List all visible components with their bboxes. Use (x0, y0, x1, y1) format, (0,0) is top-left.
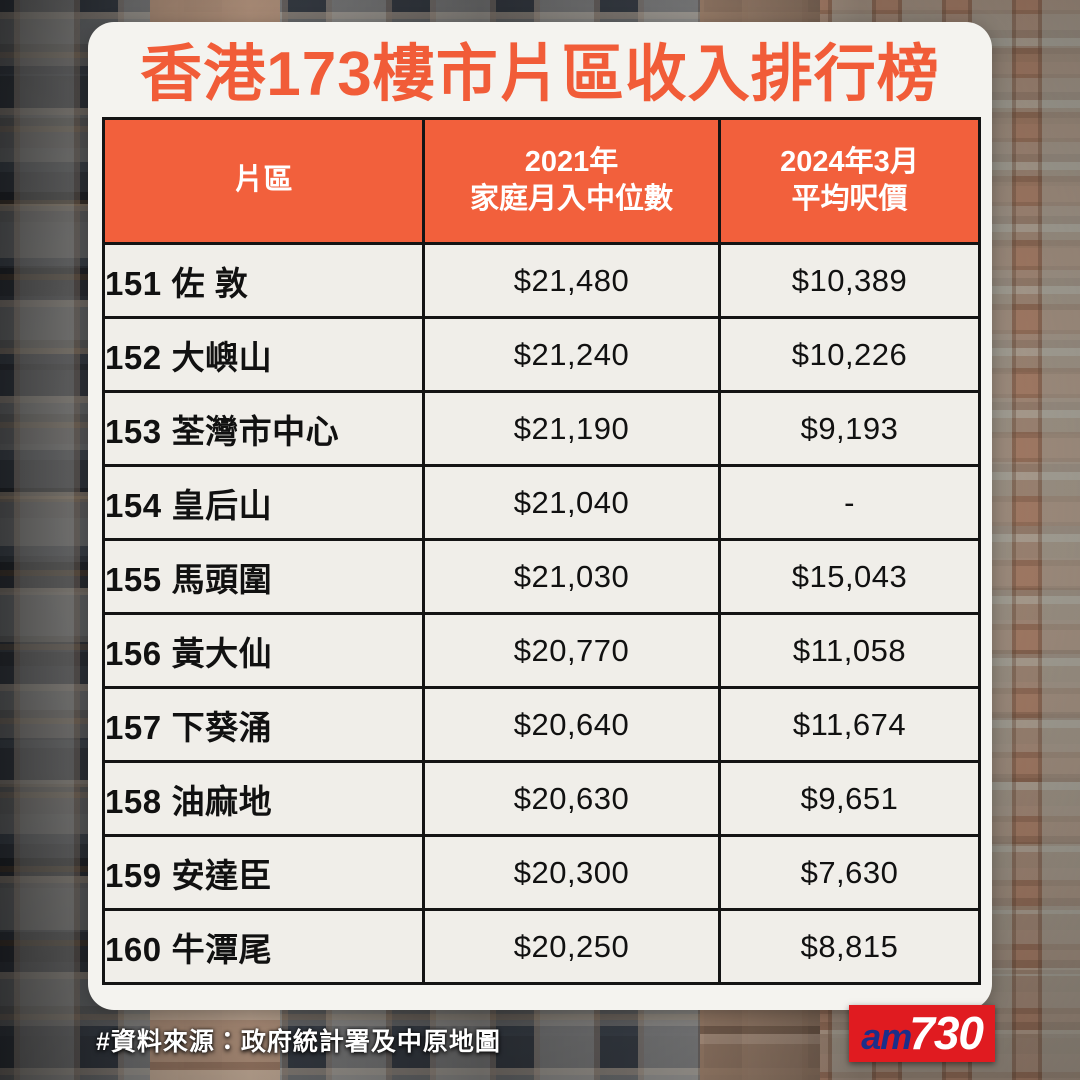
cell-area: 156 黃大仙 (102, 612, 425, 689)
cell-area: 158 油麻地 (102, 760, 425, 837)
cell-area-name: 牛潭尾 (171, 930, 273, 968)
table-row: 154 皇后山 $21,040- (102, 464, 981, 541)
cell-price: $7,630 (718, 834, 981, 911)
cell-rank: 159 (105, 856, 162, 894)
column-header-income-line2: 家庭月入中位數 (469, 183, 673, 215)
column-header-income-line1: 2021年 (524, 145, 619, 178)
column-header-price-line1: 2024年3月 (780, 145, 919, 178)
cell-price: - (718, 464, 981, 541)
cell-area: 155 馬頭圍 (102, 538, 425, 615)
table-body: 151 佐 敦 $21,480 $10,389 152 大嶼山 $21,240 $10,226… (102, 242, 981, 985)
table-row: 159 安達臣 $20,300 $7,630 (102, 834, 981, 911)
cell-area-name: 馬頭圍 (171, 560, 273, 598)
column-header-area: 片區 (102, 117, 425, 245)
logo-text-am: am (861, 1016, 912, 1057)
cell-income: $21,040 (422, 464, 721, 541)
cell-area: 160 牛潭尾 (102, 908, 425, 985)
cell-area-name: 大嶼山 (171, 338, 273, 376)
cell-rank: 156 (105, 634, 162, 672)
am730-logo: am 730 (849, 1005, 995, 1062)
column-header-price: 2024年3月 平均呎價 (718, 117, 981, 245)
cell-rank: 160 (105, 930, 162, 968)
table-row: 160 牛潭尾 $20,250 $8,815 (102, 908, 981, 985)
cell-area-name: 油麻地 (171, 782, 273, 820)
logo-text-730: 730 (909, 1007, 984, 1059)
cell-price: $11,674 (718, 686, 981, 763)
cell-income: $20,250 (422, 908, 721, 985)
cell-price: $11,058 (718, 612, 981, 689)
cell-price: $10,226 (718, 316, 981, 393)
cell-income: $21,240 (422, 316, 721, 393)
cell-area-name: 荃灣市中心 (171, 412, 340, 450)
table-header-row: 片區 2021年 家庭月入中位數 2024年3月 平均呎價 (102, 117, 981, 245)
column-header-area-line1: 片區 (234, 164, 293, 197)
cell-area: 159 安達臣 (102, 834, 425, 911)
cell-rank: 152 (105, 338, 162, 376)
table-row: 157 下葵涌 $20,640 $11,674 (102, 686, 981, 763)
cell-rank: 155 (105, 560, 162, 598)
cell-area: 154 皇后山 (102, 464, 425, 541)
table-row: 151 佐 敦 $21,480 $10,389 (102, 242, 981, 319)
cell-rank: 157 (105, 708, 162, 746)
column-header-income: 2021年 家庭月入中位數 (422, 117, 721, 245)
ranking-table-wrapper: 片區 2021年 家庭月入中位數 2024年3月 平均呎價 151 佐 敦 $21,… (102, 117, 981, 985)
ranking-table: 片區 2021年 家庭月入中位數 2024年3月 平均呎價 151 佐 敦 $21,… (102, 117, 981, 985)
cell-area-name: 皇后山 (171, 486, 273, 524)
cell-area-name: 下葵涌 (171, 708, 273, 746)
content-card: 香港173樓市片區收入排行榜 片區 2021年 家庭月入中位數 (88, 22, 992, 1010)
cell-income: $20,770 (422, 612, 721, 689)
cell-income: $20,640 (422, 686, 721, 763)
cell-price: $9,193 (718, 390, 981, 467)
cell-income: $21,480 (422, 242, 721, 319)
cell-income: $21,030 (422, 538, 721, 615)
cell-price: $15,043 (718, 538, 981, 615)
table-row: 152 大嶼山 $21,240 $10,226 (102, 316, 981, 393)
cell-area-name: 佐 敦 (171, 264, 249, 302)
cell-rank: 158 (105, 782, 162, 820)
cell-price: $10,389 (718, 242, 981, 319)
table-row: 156 黃大仙 $20,770 $11,058 (102, 612, 981, 689)
cell-area: 152 大嶼山 (102, 316, 425, 393)
cell-area: 157 下葵涌 (102, 686, 425, 763)
page-title: 香港173樓市片區收入排行榜 (140, 40, 940, 109)
table-row: 158 油麻地 $20,630 $9,651 (102, 760, 981, 837)
cell-area-name: 安達臣 (171, 856, 273, 894)
cell-area-name: 黃大仙 (171, 634, 273, 672)
table-header: 片區 2021年 家庭月入中位數 2024年3月 平均呎價 (102, 117, 981, 245)
cell-rank: 153 (105, 412, 162, 450)
table-row: 153 荃灣市中心 $21,190 $9,193 (102, 390, 981, 467)
cell-price: $9,651 (718, 760, 981, 837)
cell-rank: 151 (105, 264, 162, 302)
cell-income: $20,630 (422, 760, 721, 837)
cell-price: $8,815 (718, 908, 981, 985)
cell-income: $20,300 (422, 834, 721, 911)
cell-income: $21,190 (422, 390, 721, 467)
table-row: 155 馬頭圍 $21,030 $15,043 (102, 538, 981, 615)
cell-rank: 154 (105, 486, 162, 524)
cell-area: 153 荃灣市中心 (102, 390, 425, 467)
source-note: #資料來源：政府統計署及中原地圖 (96, 1028, 501, 1056)
cell-area: 151 佐 敦 (102, 242, 425, 319)
column-header-price-line2: 平均呎價 (791, 183, 908, 215)
